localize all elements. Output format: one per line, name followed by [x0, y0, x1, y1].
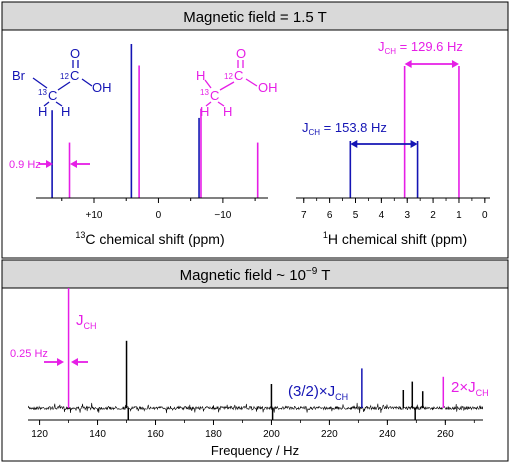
h1-j-blue-arrow-left: [350, 140, 358, 148]
top-panel-frame: [1, 1, 509, 259]
zulf-jch-label: JCH: [76, 312, 97, 331]
h1-ticks: 7 6 5 4 3 2 1 0: [301, 198, 488, 221]
bottom-header-label: Magnetic field ~ 10−9 T: [180, 266, 331, 284]
h1-j-magenta-arrow-left: [404, 60, 412, 68]
bond-h-c: [204, 79, 212, 89]
atom-h2: H: [223, 104, 232, 119]
h1-tick-label-2: 5: [353, 210, 359, 221]
zulf-baseline-trace: [28, 402, 483, 414]
zulf-tick-label-0: 120: [31, 429, 48, 440]
zulf-lw-arrow-right: [71, 358, 78, 366]
bond-c-c: [219, 81, 235, 91]
bond-c-h2: [55, 101, 63, 107]
c13-split-arrow-left: [46, 160, 53, 168]
zulf-spectrum: 120 140 160 180 200 220 240 260 Frequency / Hz …: [10, 288, 489, 458]
h1-tick-label-5: 2: [430, 210, 436, 221]
atom-h1: H: [200, 104, 209, 119]
h1-j-magenta-arrow-right: [451, 60, 459, 68]
atom-h1: H: [38, 104, 47, 119]
zulf-tick-label-4: 200: [263, 429, 280, 440]
label-12: 12: [60, 72, 69, 81]
top-header-label: Magnetic field = 1.5 T: [183, 9, 327, 26]
bond-c-h1: [43, 101, 50, 107]
atom-c13: C: [48, 88, 57, 103]
zulf-tick-label-5: 220: [321, 429, 338, 440]
bond-c-h1: [205, 101, 212, 107]
zulf-two-j-label: 2×JCH: [451, 379, 489, 398]
h1-tick-label-3: 4: [379, 210, 385, 221]
h1-j-blue-annotation: JCH = 153.8 Hz: [302, 120, 418, 148]
zulf-plot-area: [28, 288, 483, 420]
atom-o: O: [236, 46, 246, 61]
bond-c-oh: [81, 78, 93, 87]
bond-c-h2: [217, 101, 225, 107]
h1-j-magenta-annotation: JCH = 129.6 Hz: [378, 39, 463, 68]
atom-c12: C: [234, 68, 243, 83]
c13-ticks: +10 0 −10: [61, 198, 256, 221]
atom-h-top: H: [196, 68, 205, 83]
bond-br-c: [32, 77, 48, 89]
label-12: 12: [224, 72, 233, 81]
bond-c-c: [57, 81, 71, 91]
bromoacetic-acid-structure: Br 13 C 12 C O OH H H: [12, 46, 112, 119]
bond-c-oh: [245, 78, 258, 87]
h1-j-magenta-label: JCH = 129.6 Hz: [378, 39, 463, 56]
atom-br: Br: [12, 68, 26, 83]
zulf-lw-arrow-left: [57, 358, 64, 366]
h1-tick-label-1: 6: [327, 210, 333, 221]
h1-j-blue-label: JCH = 153.8 Hz: [302, 120, 387, 137]
c13-split-arrow-right: [70, 160, 77, 168]
zulf-tick-label-7: 260: [437, 429, 454, 440]
atom-oh: OH: [258, 80, 278, 95]
h1-x-axis-label: 1H chemical shift (ppm): [323, 230, 467, 247]
c13-tick-label-1: 0: [156, 210, 162, 221]
atom-oh: OH: [92, 80, 112, 95]
c13-spectrum: +10 0 −10 13C chemical shift (ppm) 0.9 Hz: [9, 44, 268, 247]
h1-tick-label-0: 7: [301, 210, 307, 221]
zulf-tick-label-1: 140: [89, 429, 106, 440]
h1-tick-label-4: 3: [404, 210, 410, 221]
c13-tick-label-2: −10: [214, 210, 231, 221]
c13-splitting-annotation: 0.9 Hz: [9, 159, 90, 171]
zulf-tick-label-2: 160: [147, 429, 164, 440]
label-13: 13: [200, 88, 209, 97]
h1-j-blue-arrow-right: [410, 140, 418, 148]
atom-c12: C: [70, 68, 79, 83]
top-header-bar: [1, 1, 509, 31]
zulf-tick-label-3: 180: [205, 429, 222, 440]
h1-tick-label-6: 1: [456, 210, 462, 221]
h1-spectrum: 7 6 5 4 3 2 1 0 1H chemical shift (ppm) JCH = 1…: [296, 39, 490, 247]
h1-tick-label-7: 0: [482, 210, 488, 221]
zulf-linewidth-annotation: 0.25 Hz: [10, 348, 88, 366]
atom-h2: H: [61, 104, 70, 119]
zulf-linewidth-label: 0.25 Hz: [10, 348, 48, 360]
label-13: 13: [38, 88, 47, 97]
atom-o: O: [70, 46, 80, 61]
c13-x-axis-label: 13C chemical shift (ppm): [75, 230, 224, 247]
zulf-tick-label-6: 240: [379, 429, 396, 440]
c13-splitting-label: 0.9 Hz: [9, 159, 41, 171]
atom-c13: C: [210, 88, 219, 103]
zulf-three-halves-j-label: (3/2)×JCH: [288, 383, 348, 402]
c13-tick-label-0: +10: [86, 210, 103, 221]
acetic-acid-structure: H 13 C 12 C O OH H H: [196, 46, 278, 119]
zulf-x-axis-label: Frequency / Hz: [211, 443, 299, 458]
zulf-ticks: 120 140 160 180 200 220 240 260: [31, 420, 475, 440]
bottom-header-bar: [1, 259, 509, 289]
